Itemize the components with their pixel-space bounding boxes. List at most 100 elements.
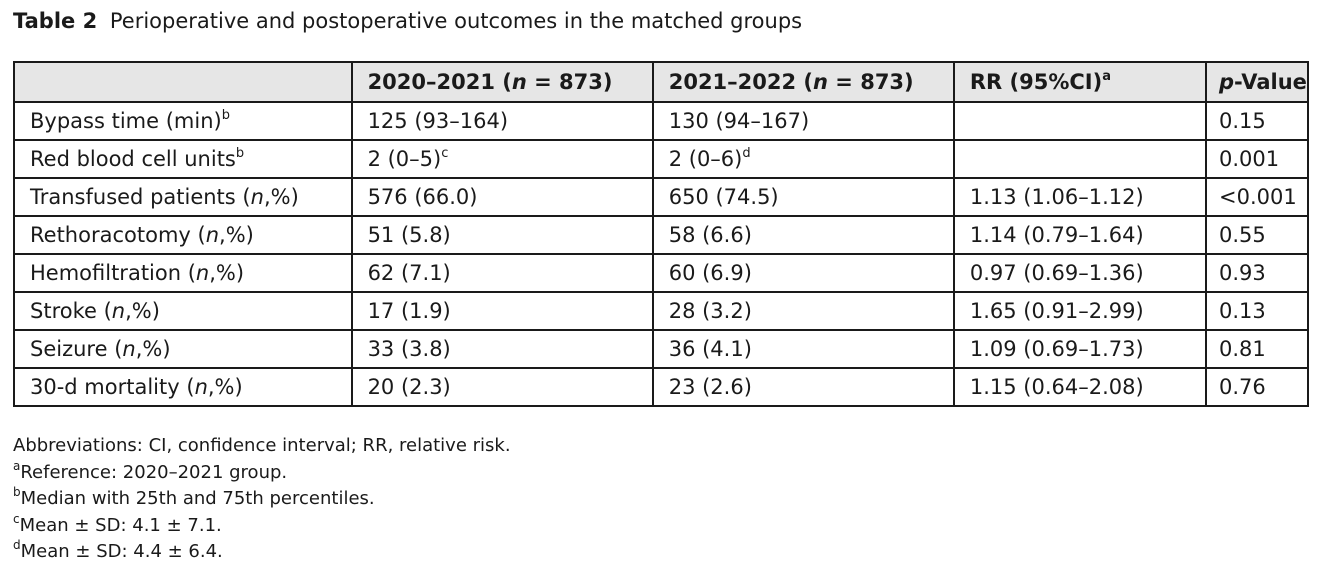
group-2021-2022-cell: 58 (6.6)	[651, 215, 955, 255]
table-footnotes: Abbreviations: CI, confidence interval; …	[13, 433, 511, 566]
cell-value: 650 (74.5)	[668, 185, 779, 209]
row-label: Seizure	[30, 337, 115, 361]
group-2020-2021-cell: 33 (3.8)	[350, 329, 654, 369]
relative-risk-cell: 1.15 (0.64–2.08)	[952, 367, 1207, 407]
footnote: dMean ± SD: 4.4 ± 6.4.	[13, 539, 511, 566]
header-italic: n	[511, 70, 527, 94]
row-label: Transfused patients	[30, 185, 243, 209]
italic-n: n	[205, 223, 220, 247]
column-header: 2021–2022 (n = 873)	[651, 61, 955, 103]
footnote-text: Mean ± SD: 4.1 ± 7.1.	[19, 514, 222, 536]
row-label-unit: (n,%)	[187, 261, 245, 285]
row-label: Rethoracotomy	[30, 223, 198, 247]
relative-risk-cell	[952, 101, 1207, 141]
row-label-cell: Red blood cell unitsb	[13, 139, 353, 179]
footnote-text: Abbreviations: CI, confidence interval; …	[13, 435, 511, 456]
cell-value: 1.13 (1.06–1.12)	[969, 185, 1144, 209]
p-value-cell: <0.001	[1204, 177, 1310, 217]
cell-value: 0.97 (0.69–1.36)	[969, 261, 1144, 285]
cell-value: 58 (6.6)	[668, 223, 752, 247]
footnote-marker: c	[441, 146, 449, 161]
header-text-suffix: = 873)	[827, 70, 914, 94]
header-row: 2020–2021 (n = 873) 2021–2022 (n = 873) RR…	[13, 61, 1310, 103]
cell-value: <0.001	[1218, 185, 1297, 209]
table-row: 30-d mortality (n,%) 20 (2.3) 23 (2.6) 1.15…	[13, 367, 1310, 407]
header-text: 2020–2021 (	[367, 70, 512, 94]
footnote-text: Median with 25th and 75th percentiles.	[20, 488, 375, 509]
cell-value: 1.14 (0.79–1.64)	[969, 223, 1144, 247]
italic-n: n	[250, 185, 264, 209]
italic-n: n	[111, 299, 126, 323]
row-label-cell: Seizure (n,%)	[13, 329, 353, 369]
table-number: Table 2	[13, 9, 98, 33]
relative-risk-cell: 1.65 (0.91–2.99)	[952, 291, 1207, 331]
footnote-marker: b	[235, 146, 245, 161]
group-2021-2022-cell: 36 (4.1)	[651, 329, 955, 369]
table-header: 2020–2021 (n = 873) 2021–2022 (n = 873) RR…	[13, 61, 1310, 103]
header-italic: n	[813, 70, 828, 94]
row-label-unit: (n,%)	[197, 223, 254, 247]
row-label: Red blood cell units	[30, 147, 236, 171]
table-title: Perioperative and postoperative outcomes…	[109, 9, 803, 33]
footnote-text: Mean ± SD: 4.4 ± 6.4.	[20, 541, 223, 562]
row-label: 30-d mortality	[30, 375, 187, 399]
cell-value: 0.76	[1218, 375, 1266, 399]
table-row: Stroke (n,%) 17 (1.9) 28 (3.2) 1.65 (0.91–2…	[13, 291, 1310, 331]
group-2021-2022-cell: 650 (74.5)	[651, 177, 955, 217]
row-label: Hemofiltration	[30, 261, 188, 285]
p-value-cell: 0.81	[1204, 329, 1310, 369]
p-value-cell: 0.15	[1204, 101, 1310, 141]
cell-value: 20 (2.3)	[367, 375, 451, 399]
group-2020-2021-cell: 576 (66.0)	[350, 177, 654, 217]
header-italic: p	[1218, 70, 1235, 94]
cell-value: 1.15 (0.64–2.08)	[969, 375, 1144, 399]
footnote: Abbreviations: CI, confidence interval; …	[13, 433, 511, 460]
row-label-cell: Bypass time (min)b	[13, 101, 353, 141]
group-2020-2021-cell: 125 (93–164)	[350, 101, 654, 141]
cell-value: 0.001	[1218, 147, 1280, 171]
group-2020-2021-cell: 51 (5.8)	[350, 215, 654, 255]
cell-value: 0.81	[1218, 337, 1266, 361]
footnote-marker: b	[13, 485, 21, 499]
relative-risk-cell	[952, 139, 1207, 179]
group-2021-2022-cell: 23 (2.6)	[651, 367, 955, 407]
column-header: RR (95%CI)a	[952, 61, 1207, 103]
header-text-suffix: = 873)	[526, 70, 613, 94]
group-2021-2022-cell: 60 (6.9)	[651, 253, 955, 293]
row-label-cell: Stroke (n,%)	[13, 291, 353, 331]
group-2021-2022-cell: 2 (0–6)d	[651, 139, 955, 179]
row-label-unit: (n,%)	[186, 375, 243, 399]
table-row: Red blood cell unitsb 2 (0–5)c 2 (0–6)d 0.0…	[13, 139, 1310, 179]
column-header: 2020–2021 (n = 873)	[350, 61, 654, 103]
group-2020-2021-cell: 17 (1.9)	[350, 291, 654, 331]
cell-value: 2 (0–6)	[668, 147, 743, 171]
outcomes-table: 2020–2021 (n = 873) 2021–2022 (n = 873) RR…	[13, 61, 1310, 407]
row-label-unit: (n,%)	[242, 185, 299, 209]
cell-value: 51 (5.8)	[367, 223, 451, 247]
footnote-marker: b	[221, 108, 230, 123]
column-header: p-Value	[1204, 61, 1310, 103]
group-2021-2022-cell: 130 (94–167)	[651, 101, 955, 141]
cell-value: 62 (7.1)	[367, 261, 451, 285]
italic-n: n	[194, 375, 208, 399]
p-value-cell: 0.93	[1204, 253, 1310, 293]
table-row: Seizure (n,%) 33 (3.8) 36 (4.1) 1.09 (0.69–…	[13, 329, 1310, 369]
italic-n: n	[195, 261, 210, 285]
relative-risk-cell: 1.14 (0.79–1.64)	[952, 215, 1207, 255]
group-2021-2022-cell: 28 (3.2)	[651, 291, 955, 331]
table-row: Hemofiltration (n,%) 62 (7.1) 60 (6.9) 0.97…	[13, 253, 1310, 293]
table-caption: Table 2 Perioperative and postoperative …	[13, 9, 802, 33]
footnote: aReference: 2020–2021 group.	[13, 460, 511, 487]
p-value-cell: 0.76	[1204, 367, 1310, 407]
cell-value: 0.13	[1218, 299, 1266, 323]
cell-value: 36 (4.1)	[668, 337, 752, 361]
cell-value: 33 (3.8)	[367, 337, 451, 361]
row-label-cell: Hemofiltration (n,%)	[13, 253, 353, 293]
footnote: cMean ± SD: 4.1 ± 7.1.	[13, 513, 511, 540]
cell-value: 2 (0–5)	[367, 147, 442, 171]
cell-value: 1.09 (0.69–1.73)	[969, 337, 1144, 361]
footnote-marker: a	[1102, 69, 1111, 84]
p-value-cell: 0.13	[1204, 291, 1310, 331]
row-label-cell: Rethoracotomy (n,%)	[13, 215, 353, 255]
footnote-marker: d	[742, 146, 751, 161]
